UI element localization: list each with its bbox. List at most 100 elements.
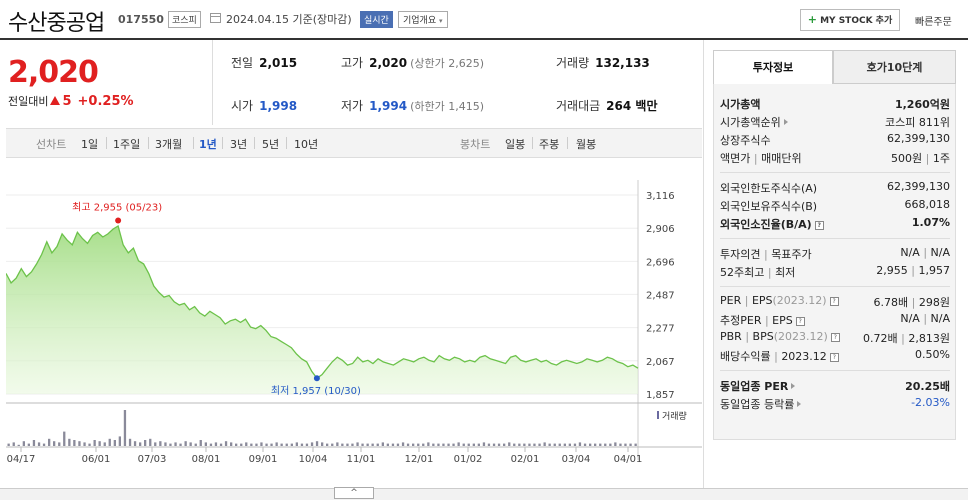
stock-name: 수산중공업	[8, 11, 105, 36]
help-icon[interactable]: ?	[795, 317, 805, 326]
volume-bar	[321, 442, 324, 446]
chart-collapse-handle[interactable]: ^	[334, 487, 374, 499]
tab-monthly[interactable]: 월봉	[576, 138, 597, 151]
volume-bar	[315, 441, 319, 446]
caret-right-icon	[791, 383, 796, 389]
shares-label: 상장주식수	[720, 134, 771, 147]
opinion-labels: 투자의견 | 목표주가	[720, 248, 812, 261]
opinion-label: 투자의견	[720, 248, 761, 261]
tab-weekly[interactable]: 주봉	[539, 138, 560, 151]
volume-bar	[123, 410, 127, 446]
volume-bar	[73, 440, 76, 446]
volume-bar	[103, 442, 106, 446]
bps-year: (2023.12)	[773, 330, 828, 343]
quick-order-link[interactable]: 빠른주문	[915, 17, 952, 28]
my-stock-button[interactable]: + MY STOCK 추가	[800, 9, 900, 31]
volume-bar	[341, 443, 344, 446]
volume-bar	[37, 442, 41, 446]
volume-bar	[295, 442, 298, 446]
foreign-limit-value: 62,399,130	[887, 180, 950, 193]
volume-bar	[553, 443, 556, 446]
realtime-badge[interactable]: 실시간	[360, 11, 393, 28]
chart-scrollbar[interactable]	[0, 488, 968, 500]
y-tick-label: 3,116	[646, 191, 675, 202]
amount-label: 거래대금	[556, 99, 601, 113]
volume-bar	[487, 443, 491, 446]
tab-daily[interactable]: 일봉	[505, 138, 526, 151]
industry-rate-label-wrap: 동일업종 등락률	[720, 396, 802, 412]
x-tick-label: 12/01	[405, 454, 434, 465]
volume-bar	[609, 443, 612, 446]
eps-year: (2023.12)	[772, 294, 827, 307]
volume-bar	[326, 443, 329, 446]
volume-bar	[154, 442, 157, 446]
price-chart[interactable]: 3,116 2,906 2,696 2,487 2,277 2,067 1,857 최고 2…	[5, 160, 702, 488]
tab-1day[interactable]: 1일	[81, 138, 99, 151]
dividend-labels: 배당수익률 | 2023.12?	[720, 348, 839, 364]
volume-bar	[508, 442, 511, 446]
x-tick-label: 06/01	[82, 454, 111, 465]
help-icon[interactable]: ?	[814, 221, 824, 230]
company-overview-dropdown[interactable]: 기업개요 ▾	[398, 11, 448, 28]
dividend-row: 배당수익률 | 2023.12? 0.50%	[720, 348, 950, 364]
volume-legend-label: 거래량	[662, 410, 687, 422]
period-tabs: 선차트 1일 1주일 3개월 1년 3년 5년 10년 봉차트 일봉 주봉 월봉	[6, 128, 702, 158]
change-row: 전일대비 5 +0.25%	[8, 93, 134, 109]
tab-1year[interactable]: 1년	[199, 138, 217, 151]
invest-body: 시가총액 1,260억원 시가총액순위 코스피 811위 상장주식수 62,399,1…	[713, 84, 956, 440]
tab-3month[interactable]: 3개월	[155, 138, 183, 151]
volume-bar	[452, 443, 455, 446]
bps-label: BPS	[752, 330, 774, 343]
pbr-value: 0.72배	[863, 332, 898, 345]
x-tick-label: 02/01	[511, 454, 540, 465]
low-value: 1,994	[369, 99, 408, 113]
target-label: 목표주가	[771, 248, 812, 261]
volume-bar	[371, 443, 374, 446]
help-icon[interactable]: ?	[829, 353, 839, 362]
industry-per-row[interactable]: 동일업종 PER 20.25배	[720, 378, 950, 394]
volume-bar	[118, 436, 121, 446]
cap-rank-label: 시가총액순위	[720, 116, 781, 129]
tab-orderbook-10[interactable]: 호가10단계	[833, 50, 956, 84]
volume-bar	[563, 443, 566, 446]
date-text: 2024.04.15 기준(장마감)	[226, 13, 352, 26]
per-eps-labels: PER | EPS(2023.12)?	[720, 294, 839, 307]
open-price: 시가 1,998	[231, 97, 297, 114]
tab-10year[interactable]: 10년	[294, 138, 319, 151]
volume-bar	[401, 442, 405, 446]
industry-rate-label: 동일업종 등락률	[720, 398, 795, 411]
volume-bar	[7, 443, 10, 446]
volume-bar	[442, 443, 445, 446]
high-annotation: 최고 2,955 (05/23)	[72, 201, 162, 213]
chevron-down-icon: ▾	[439, 17, 443, 25]
tab-5year[interactable]: 5년	[262, 138, 280, 151]
par-unit-labels: 액면가 | 매매단위	[720, 152, 802, 165]
foreign-limit-label: 외국인한도주식수(A)	[720, 182, 818, 195]
volume-bar	[53, 441, 56, 446]
volume-bar	[169, 443, 172, 446]
price-line	[5, 224, 639, 380]
y-tick-labels: 3,116 2,906 2,696 2,487 2,277 2,067 1,857	[646, 191, 675, 401]
low-annotation: 최저 1,957 (10/30)	[271, 385, 361, 397]
low-marker	[313, 375, 320, 382]
company-overview-label: 기업개요	[403, 16, 437, 26]
volume-bar	[204, 442, 207, 446]
foreign-ratio-label: 외국인소진율(B/A)	[720, 218, 812, 231]
volume-bar	[472, 443, 475, 446]
help-icon[interactable]: ?	[830, 333, 840, 342]
volume-bar	[300, 443, 304, 446]
tab-3year[interactable]: 3년	[230, 138, 248, 151]
per-value: 6.78배	[873, 296, 909, 309]
volume-bar	[275, 442, 278, 446]
volume-bar	[174, 442, 177, 446]
prev-close: 전일 2,015	[231, 54, 297, 71]
volume-bar	[48, 438, 51, 446]
volume-bar	[98, 441, 101, 446]
volume-bar	[230, 442, 233, 446]
help-icon[interactable]: ?	[829, 297, 839, 306]
w52-labels: 52주최고 | 최저	[720, 266, 796, 279]
tab-1week[interactable]: 1주일	[113, 138, 141, 151]
industry-rate-row[interactable]: 동일업종 등락률 -2.03%	[720, 396, 950, 412]
cap-rank-row[interactable]: 시가총액순위 코스피 811위	[720, 114, 950, 130]
tab-invest-info[interactable]: 투자정보	[713, 50, 833, 84]
